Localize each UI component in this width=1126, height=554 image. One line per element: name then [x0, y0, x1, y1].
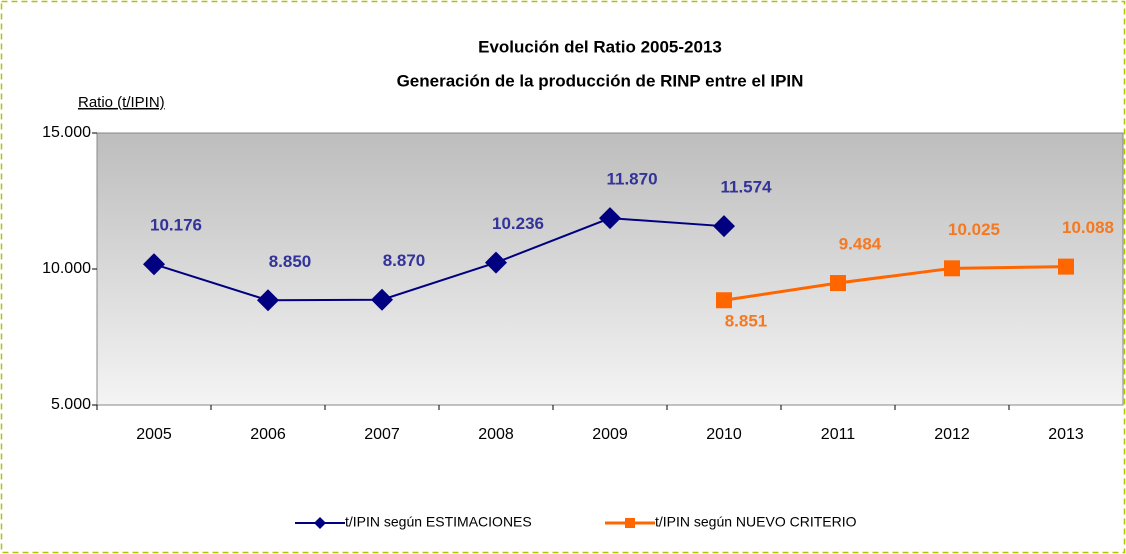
- data-point: [713, 215, 735, 238]
- y-tick-label: 15.000: [42, 124, 91, 141]
- data-point: [143, 253, 165, 276]
- data-label: 9.484: [839, 235, 882, 254]
- x-tick-label: 2006: [250, 426, 286, 443]
- x-tick-label: 2008: [478, 426, 514, 443]
- series-line: [723, 265, 1067, 302]
- data-point: [371, 288, 393, 311]
- y-axis-label: Ratio (t/IPIN): [78, 94, 165, 111]
- data-point: [716, 292, 732, 309]
- data-label: 8.850: [269, 252, 312, 271]
- legend-label: t/IPIN según ESTIMACIONES: [345, 514, 532, 530]
- data-label: 10.176: [150, 216, 202, 235]
- data-point: [257, 289, 279, 312]
- x-tick-label: 2009: [592, 426, 628, 443]
- data-point: [1058, 258, 1074, 275]
- data-label: 8.870: [383, 251, 426, 270]
- data-label: 10.088: [1062, 218, 1114, 237]
- legend-label: t/IPIN según NUEVO CRITERIO: [655, 514, 857, 530]
- data-label: 11.574: [720, 178, 772, 197]
- series-line: [153, 217, 725, 302]
- legend-marker: [314, 517, 326, 529]
- x-tick-label: 2012: [934, 426, 970, 443]
- data-point: [485, 251, 507, 274]
- y-tick-label: 5.000: [51, 396, 91, 413]
- data-label: 11.870: [606, 170, 657, 189]
- x-tick-label: 2010: [706, 426, 742, 443]
- data-label: 8.851: [725, 312, 768, 331]
- x-tick-label: 2011: [821, 426, 856, 443]
- x-tick-label: 2007: [364, 426, 400, 443]
- data-point: [599, 207, 621, 230]
- data-point: [944, 260, 960, 277]
- chart-title: Evolución del Ratio 2005-2013: [478, 37, 722, 56]
- data-label: 10.236: [492, 214, 544, 233]
- x-tick-label: 2013: [1048, 426, 1084, 443]
- legend-marker: [625, 518, 635, 528]
- data-point: [830, 275, 846, 292]
- x-tick-label: 2005: [136, 426, 172, 443]
- data-label: 10.025: [948, 220, 1000, 239]
- chart-subtitle: Generación de la producción de RINP entr…: [397, 71, 804, 90]
- y-tick-label: 10.000: [42, 260, 91, 277]
